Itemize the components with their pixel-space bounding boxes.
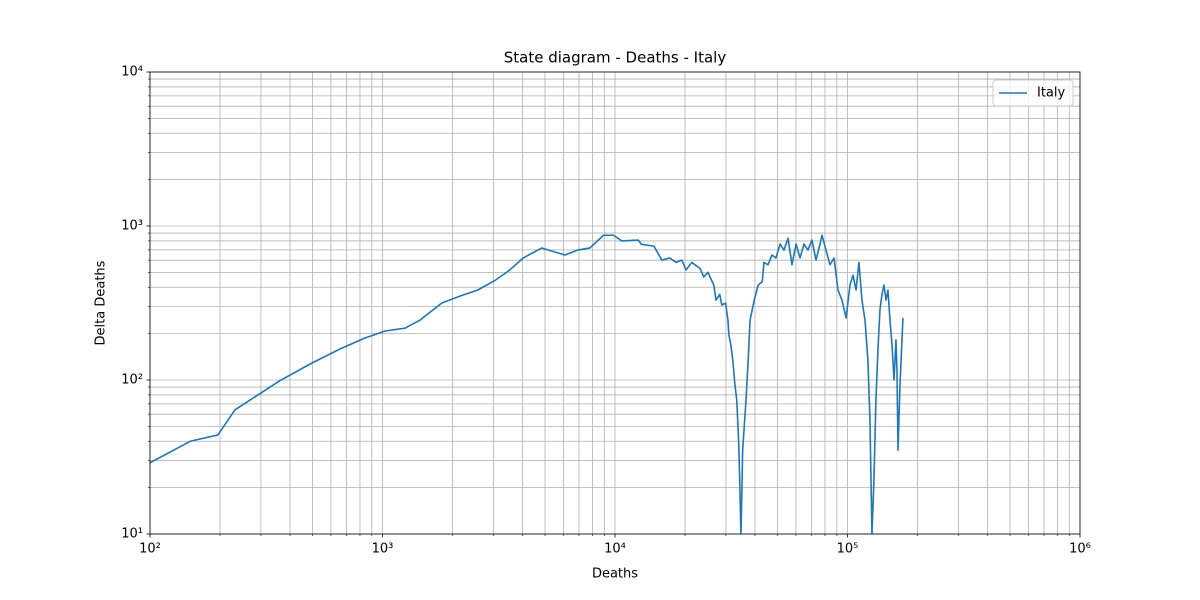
legend-label: Italy	[1037, 86, 1066, 101]
x-tick-label: 10²	[139, 542, 161, 557]
y-tick-label: 10⁴	[121, 65, 143, 80]
chart-title: State diagram - Deaths - Italy	[504, 49, 727, 67]
x-tick-label: 10⁴	[604, 542, 626, 557]
y-tick-label: 10³	[121, 219, 143, 234]
x-tick-label: 10⁵	[837, 542, 859, 557]
y-axis-label: Delta Deaths	[94, 260, 109, 345]
x-tick-label: 10³	[372, 542, 394, 557]
legend-box	[992, 79, 1074, 107]
y-tick-label: 10¹	[121, 527, 143, 542]
data-line	[150, 234, 904, 534]
x-tick-label: 10⁶	[1069, 542, 1091, 557]
plot-frame	[149, 71, 1081, 535]
y-tick-label: 10²	[121, 373, 143, 388]
x-axis-label: Deaths	[592, 567, 638, 582]
